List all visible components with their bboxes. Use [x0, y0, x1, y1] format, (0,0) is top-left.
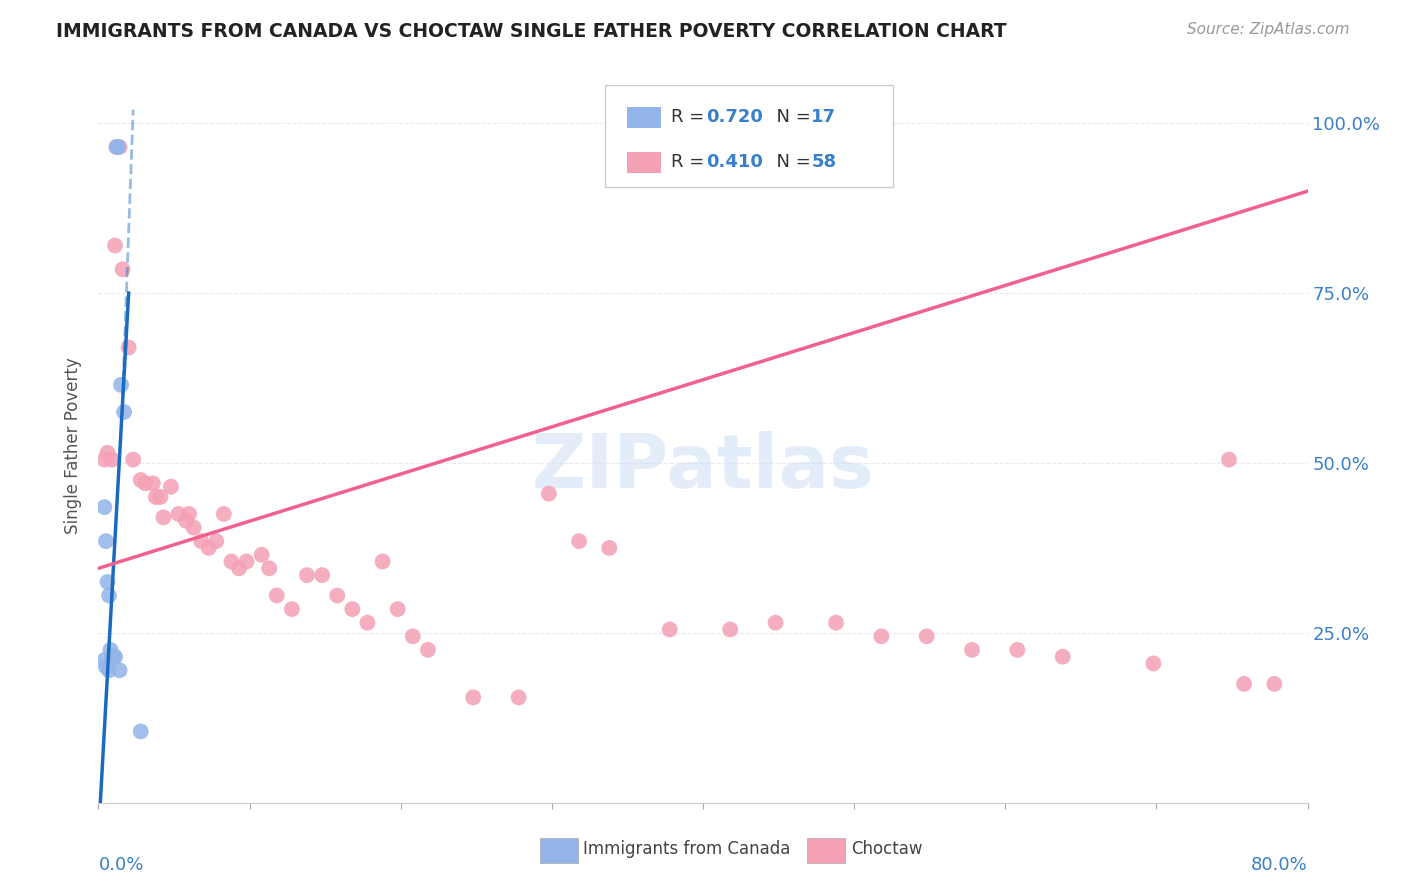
Point: [104, 238, 127, 252]
Point: [105, 140, 128, 154]
Point: [122, 452, 145, 467]
Point: [295, 568, 318, 582]
Point: [190, 534, 212, 549]
Point: [266, 589, 288, 603]
Point: [104, 649, 127, 664]
Point: [93, 653, 115, 667]
Point: [96, 574, 118, 589]
Point: [98, 663, 121, 677]
Point: [118, 341, 141, 355]
Point: [281, 602, 304, 616]
Point: [658, 623, 681, 637]
Text: Source: ZipAtlas.com: Source: ZipAtlas.com: [1187, 22, 1350, 37]
Point: [326, 589, 349, 603]
Point: [103, 649, 125, 664]
Text: R =: R =: [671, 153, 710, 171]
Text: IMMIGRANTS FROM CANADA VS CHOCTAW SINGLE FATHER POVERTY CORRELATION CHART: IMMIGRANTS FROM CANADA VS CHOCTAW SINGLE…: [56, 22, 1007, 41]
Point: [160, 480, 183, 494]
Point: [537, 486, 560, 500]
Text: 80.0%: 80.0%: [1251, 856, 1308, 874]
Point: [250, 548, 273, 562]
Text: Immigrants from Canada: Immigrants from Canada: [583, 840, 790, 858]
Point: [96, 446, 118, 460]
Point: [1052, 649, 1074, 664]
Text: 58: 58: [811, 153, 837, 171]
Point: [371, 555, 394, 569]
Point: [1218, 452, 1240, 467]
Point: [235, 555, 257, 569]
Text: N =: N =: [765, 108, 817, 127]
Point: [105, 140, 128, 154]
Point: [110, 377, 132, 392]
Point: [311, 568, 333, 582]
Point: [402, 629, 425, 643]
Point: [129, 724, 152, 739]
Text: Choctaw: Choctaw: [851, 840, 922, 858]
Point: [221, 555, 243, 569]
Point: [598, 541, 620, 555]
Point: [93, 452, 115, 467]
Point: [167, 507, 190, 521]
Point: [101, 452, 124, 467]
Point: [342, 602, 364, 616]
Point: [718, 623, 741, 637]
Text: 0.0%: 0.0%: [98, 856, 143, 874]
Point: [94, 534, 117, 549]
Point: [197, 541, 219, 555]
Text: ZIPatlas: ZIPatlas: [531, 431, 875, 504]
Point: [98, 589, 121, 603]
Text: 0.410: 0.410: [706, 153, 762, 171]
Text: 17: 17: [811, 108, 837, 127]
Text: R =: R =: [671, 108, 710, 127]
Point: [100, 643, 122, 657]
Point: [960, 643, 983, 657]
Point: [257, 561, 280, 575]
Point: [1142, 657, 1164, 671]
Point: [825, 615, 848, 630]
Point: [205, 534, 228, 549]
Point: [94, 660, 117, 674]
Point: [356, 615, 378, 630]
Point: [101, 649, 124, 664]
Point: [387, 602, 409, 616]
Text: N =: N =: [765, 153, 817, 171]
Point: [915, 629, 938, 643]
Point: [93, 500, 115, 515]
Point: [568, 534, 591, 549]
Point: [183, 520, 205, 534]
Point: [142, 476, 165, 491]
Point: [463, 690, 485, 705]
Point: [870, 629, 893, 643]
Point: [228, 561, 250, 575]
Point: [134, 476, 156, 491]
Point: [111, 262, 134, 277]
Text: 0.720: 0.720: [706, 108, 762, 127]
Point: [508, 690, 530, 705]
Point: [1233, 677, 1256, 691]
Point: [765, 615, 787, 630]
Point: [1007, 643, 1029, 657]
Point: [129, 473, 152, 487]
Point: [179, 507, 201, 521]
Point: [149, 490, 172, 504]
Point: [212, 507, 235, 521]
Point: [112, 405, 135, 419]
Point: [107, 140, 129, 154]
Point: [152, 510, 174, 524]
Point: [1263, 677, 1285, 691]
Point: [145, 490, 167, 504]
Point: [108, 140, 131, 154]
Y-axis label: Single Father Poverty: Single Father Poverty: [65, 358, 83, 534]
Point: [174, 514, 197, 528]
Point: [108, 663, 131, 677]
Point: [416, 643, 439, 657]
